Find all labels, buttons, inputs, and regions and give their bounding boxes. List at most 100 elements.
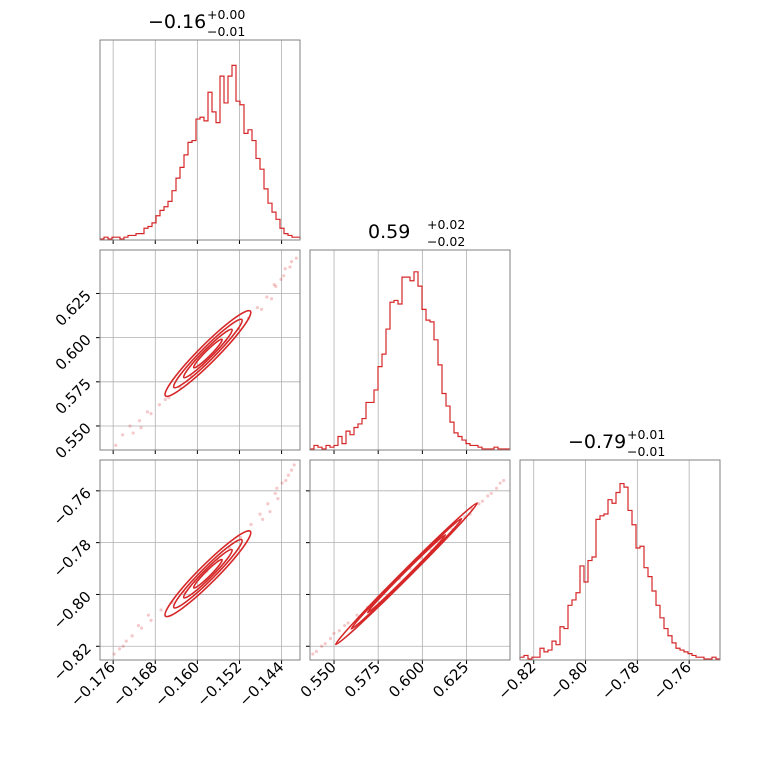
x-tick-label-2-3: −0.76	[650, 658, 695, 703]
pair-0-2-contour-3	[192, 558, 223, 589]
param-title-minus-1: −0.02	[427, 234, 465, 249]
x-tick-label-1-3: 0.625	[429, 658, 472, 701]
pair-0-2-point-15	[266, 502, 270, 506]
pair-0-2-contour-0	[164, 530, 252, 618]
pair-0-2-point-24	[124, 639, 128, 643]
pair-1-2-point-19	[494, 486, 499, 490]
x-tick-label-1-0: 0.550	[297, 658, 340, 701]
pair-1-2-point-2	[328, 636, 333, 641]
pair-1-2-point-18	[486, 494, 490, 498]
pair-0-1-point-17	[282, 274, 286, 278]
y-tick-label-2-3: −0.76	[50, 484, 95, 529]
pair-1-2-point-27	[343, 623, 347, 628]
pair-0-1-point-25	[163, 397, 167, 402]
pair-0-2-point-20	[276, 497, 280, 501]
pair-0-1-point-19	[294, 256, 298, 260]
pair-0-2-point-1	[121, 644, 125, 648]
pair-0-2-frame	[99, 459, 301, 661]
x-tick-label-1-2: 0.600	[385, 658, 428, 701]
x-tick-label-2-0: −0.82	[494, 658, 539, 703]
pair-0-1-point-22	[259, 307, 264, 311]
pair-0-2-point-25	[146, 613, 151, 617]
param-title-2: −0.79 +0.01 −0.01	[568, 427, 665, 459]
pair-0-1-point-23	[149, 412, 153, 416]
pair-0-2-point-18	[286, 473, 291, 477]
pair-0-2-point-28	[289, 468, 294, 472]
pair-0-1-contour-2	[182, 328, 233, 379]
pair-0-1-point-27	[283, 267, 287, 271]
pair-1-2-contour-2	[366, 534, 447, 614]
x-tick-label-0-1: −0.168	[109, 658, 161, 710]
pair-1-2-point-3	[337, 629, 341, 633]
pair-0-1-point-29	[131, 431, 135, 435]
pair-1-2-point-26	[498, 481, 502, 485]
hist-frame-2	[519, 459, 721, 661]
param-title-plus-0: +0.00	[207, 7, 245, 22]
pair-0-1-point-0	[114, 443, 118, 448]
y-tick-label-1-1: 0.575	[52, 375, 95, 418]
pair-1-2-point-24	[480, 499, 485, 503]
pair-0-2-point-19	[292, 463, 296, 467]
pair-0-1-point-20	[279, 277, 283, 281]
pair-0-1-point-4	[145, 410, 149, 414]
x-tick-label-0-2: −0.160	[151, 658, 203, 710]
pair-1-2-point-25	[489, 491, 493, 496]
pair-0-2-contour-2	[182, 548, 233, 599]
pair-0-1-point-26	[272, 283, 276, 287]
pair-0-2-point-0	[112, 652, 116, 656]
pair-1-2-point-28	[332, 631, 336, 635]
y-tick-label-1-3: 0.625	[52, 287, 95, 330]
pair-1-2-point-1	[320, 644, 324, 648]
pair-0-2-point-17	[280, 481, 284, 485]
hist-step-2	[519, 482, 720, 660]
pair-0-1-frame	[99, 249, 301, 451]
pair-0-2-point-23	[136, 623, 141, 628]
pair-0-2-point-12	[238, 535, 243, 540]
hist-step-0	[100, 64, 301, 240]
x-tick-label-0-3: −0.152	[193, 658, 245, 710]
param-title-plus-1: +0.02	[427, 217, 465, 232]
pair-0-1-point-15	[265, 295, 269, 299]
pair-1-2-point-5	[355, 613, 359, 617]
pair-0-1-point-1	[121, 433, 125, 437]
pair-0-2-point-26	[275, 486, 279, 490]
pair-1-2-point-17	[477, 502, 481, 506]
hist-frame-0	[99, 39, 301, 241]
pair-0-1-point-16	[274, 284, 278, 288]
pair-0-1-point-2	[128, 424, 132, 428]
y-tick-label-1-2: 0.600	[52, 331, 95, 374]
pair-1-2-contour-1	[350, 517, 463, 630]
pair-0-2-point-13	[249, 522, 253, 527]
pair-0-2-point-4	[149, 618, 153, 622]
param-title-minus-2: −0.01	[627, 444, 665, 459]
param-title-median-2: −0.79	[568, 431, 626, 453]
pair-0-1-point-24	[139, 426, 143, 430]
pair-1-2-point-22	[323, 642, 327, 646]
pair-0-1-contour-3	[192, 338, 223, 369]
pair-0-2-point-3	[139, 626, 144, 630]
pair-0-1-point-28	[289, 260, 294, 264]
pair-0-1-contour-0	[164, 309, 252, 398]
pair-1-2-point-20	[502, 478, 506, 483]
pair-0-2-point-2	[130, 634, 134, 638]
param-title-minus-0: −0.01	[207, 24, 245, 39]
pair-1-2-frame	[309, 459, 511, 661]
pair-0-1-point-14	[255, 305, 259, 310]
pair-1-2-point-0	[311, 652, 315, 656]
pair-1-2-contour-0	[334, 502, 479, 646]
pair-0-1-point-21	[269, 297, 274, 301]
pair-0-1-point-5	[157, 403, 162, 407]
y-tick-label-1-0: 0.550	[52, 419, 95, 462]
param-title-median-1: 0.59	[368, 221, 410, 243]
x-tick-label-2-1: −0.80	[546, 658, 591, 703]
pair-1-2-point-21	[314, 649, 318, 654]
hist-frame-1	[309, 249, 511, 451]
pair-0-2-point-16	[273, 491, 277, 496]
y-tick-label-2-1: −0.80	[50, 588, 95, 633]
pair-0-2-point-14	[258, 512, 262, 516]
pair-0-2-point-5	[159, 608, 163, 612]
pair-0-2-point-21	[268, 509, 272, 514]
pair-0-1-point-3	[137, 419, 142, 423]
x-tick-label-2-2: −0.78	[598, 658, 643, 703]
